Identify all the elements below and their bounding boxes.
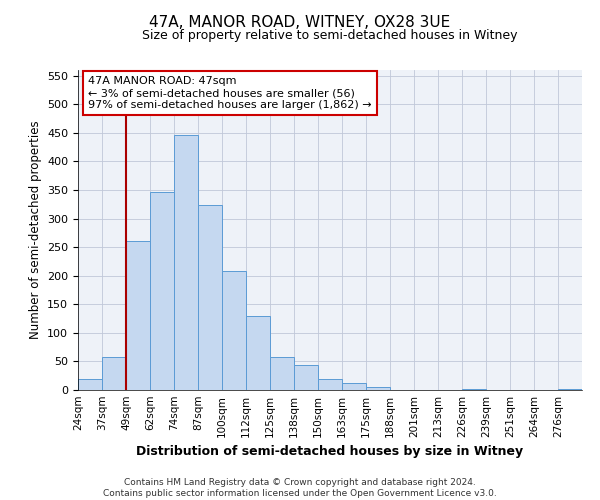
Bar [78,378,102,390]
Bar [342,383,366,390]
X-axis label: Distribution of semi-detached houses by size in Witney: Distribution of semi-detached houses by … [136,446,524,458]
Bar [102,358,126,390]
Bar [366,387,390,390]
Bar [222,270,246,390]
Text: 47A, MANOR ROAD, WITNEY, OX28 3UE: 47A, MANOR ROAD, WITNEY, OX28 3UE [149,15,451,30]
Bar [174,134,198,390]
Bar [150,192,174,390]
Bar [462,389,486,390]
Bar [126,242,150,390]
Bar [294,366,318,390]
Bar [318,379,342,390]
Text: 47A MANOR ROAD: 47sqm
← 3% of semi-detached houses are smaller (56)
97% of semi-: 47A MANOR ROAD: 47sqm ← 3% of semi-detac… [88,76,372,110]
Title: Size of property relative to semi-detached houses in Witney: Size of property relative to semi-detach… [142,30,518,43]
Y-axis label: Number of semi-detached properties: Number of semi-detached properties [29,120,41,340]
Text: Contains HM Land Registry data © Crown copyright and database right 2024.
Contai: Contains HM Land Registry data © Crown c… [103,478,497,498]
Bar [270,358,294,390]
Bar [198,206,222,390]
Bar [246,316,270,390]
